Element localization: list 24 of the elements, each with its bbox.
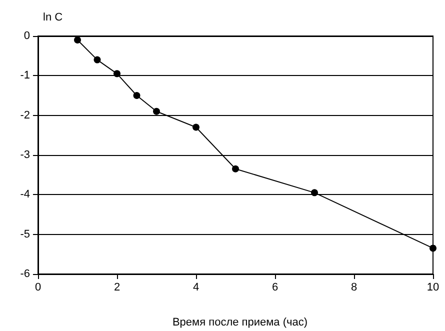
point bbox=[232, 165, 239, 172]
point bbox=[311, 189, 318, 196]
point bbox=[192, 124, 200, 131]
point bbox=[430, 244, 436, 252]
point bbox=[114, 70, 120, 78]
y-tick-label: -6 bbox=[20, 268, 30, 280]
y-axis-title: ln C bbox=[43, 12, 63, 24]
x-tick-label: 8 bbox=[350, 282, 358, 294]
y-tick-label: -2 bbox=[20, 109, 30, 122]
x-axis-title: Время после приема (час) bbox=[172, 316, 308, 328]
y-tick-label: -3 bbox=[20, 149, 30, 161]
y-tick-label: -5 bbox=[20, 228, 30, 240]
x-tick-label: 10 bbox=[426, 282, 440, 294]
point bbox=[133, 92, 140, 99]
y-tick-label: -4 bbox=[20, 188, 30, 201]
x-tick-label: 0 bbox=[34, 282, 42, 294]
x-tick-label: 2 bbox=[114, 282, 120, 294]
point bbox=[74, 36, 81, 44]
x-tick-label: 6 bbox=[272, 282, 278, 294]
x-tick-label: 4 bbox=[192, 282, 200, 294]
y-tick-label: 0 bbox=[24, 30, 30, 42]
y-tick-label: -1 bbox=[20, 70, 30, 82]
point bbox=[153, 108, 160, 115]
point bbox=[94, 56, 101, 64]
